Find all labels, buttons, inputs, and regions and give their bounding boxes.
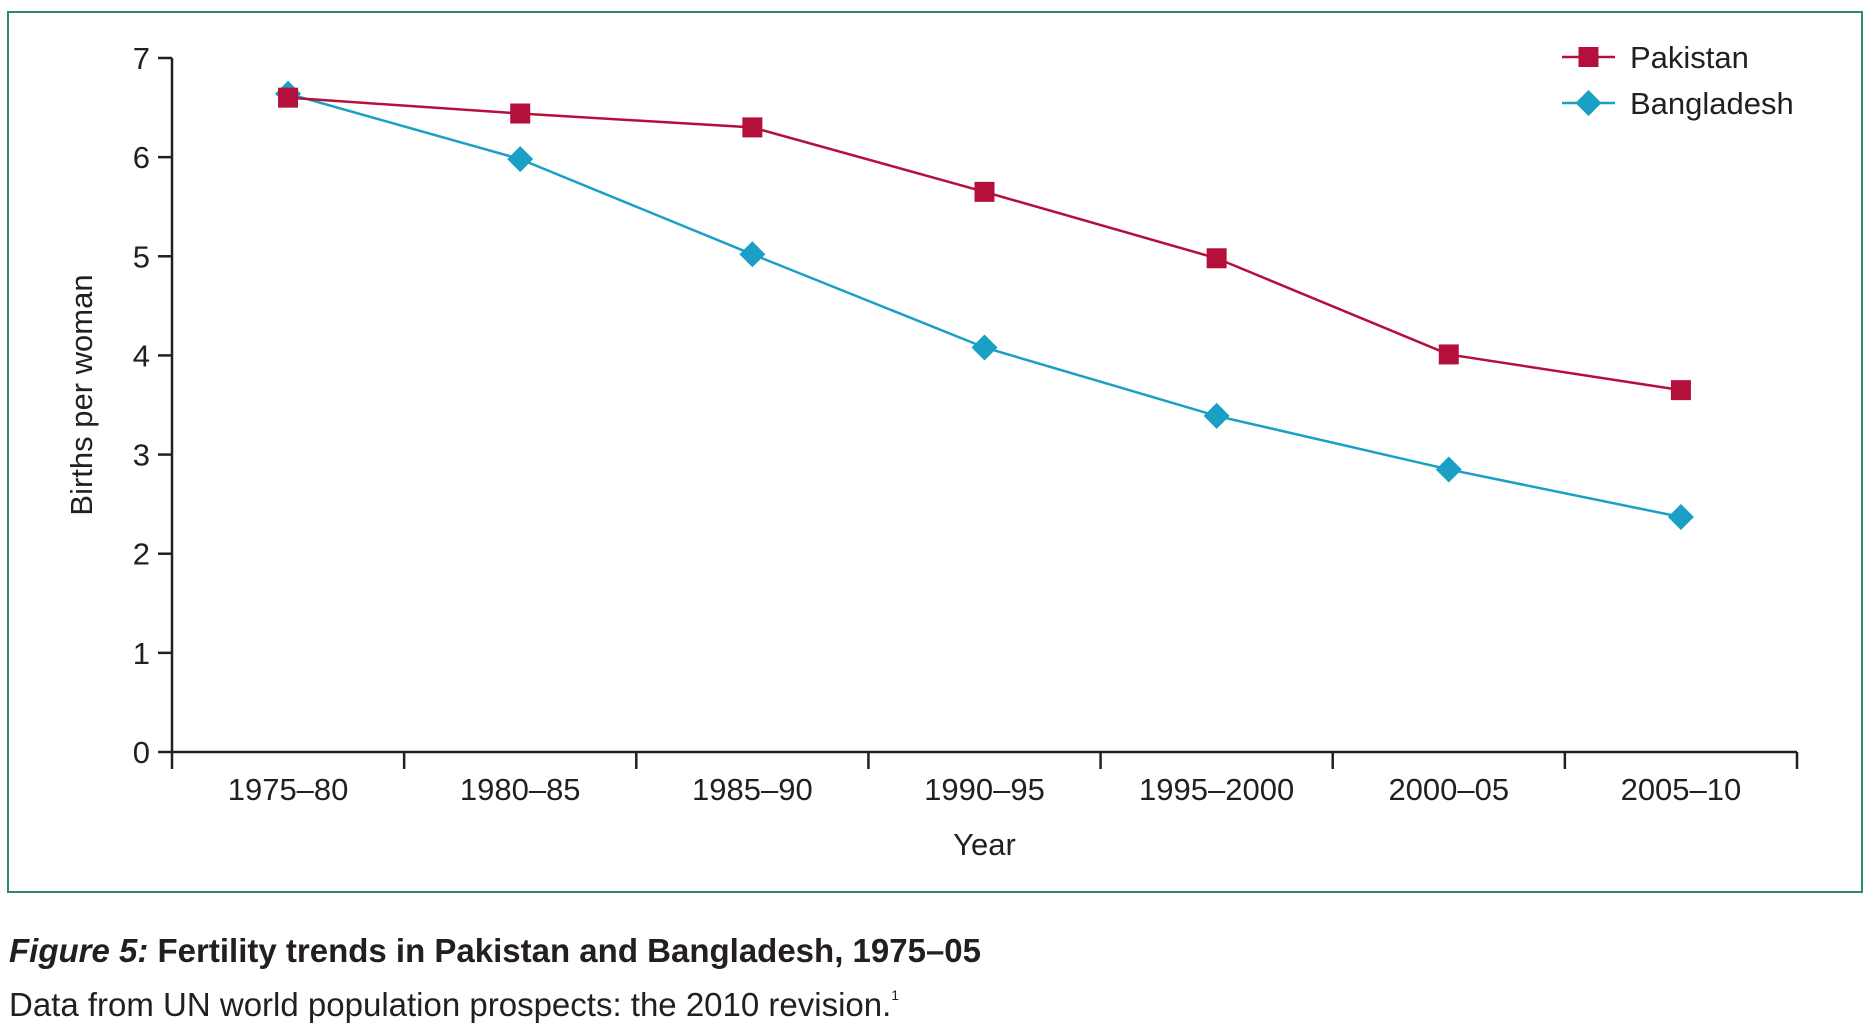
bangladesh-point [1203, 402, 1230, 429]
bangladesh-point [1667, 504, 1694, 531]
line-chart: 0 1 2 3 4 5 6 7 1975–80 1980–85 1985–90 1990–95 1995… [64, 40, 1799, 862]
x-tick-label: 1980–85 [460, 772, 581, 807]
y-tick-label: 6 [133, 140, 150, 175]
pakistan-point [742, 117, 763, 138]
y-axis-label: Births per woman [64, 274, 99, 515]
bangladesh-point [1435, 456, 1462, 483]
bangladesh-point [971, 334, 998, 361]
x-tick-label: 2000–05 [1388, 772, 1509, 807]
bangladesh-point [739, 241, 766, 268]
legend-label-bangladesh: Bangladesh [1630, 86, 1794, 121]
series-line-bangladesh [287, 92, 1682, 519]
legend-marker-pakistan [1578, 47, 1599, 67]
source-text: Data from UN world population prospects:… [9, 986, 892, 1023]
x-axis-label: Year [953, 827, 1016, 862]
figure-frame [7, 11, 1863, 893]
y-tick-label: 5 [133, 239, 150, 274]
figure-label: Figure 5: [9, 932, 149, 969]
pakistan-point [278, 87, 299, 108]
x-tick-label: 1995–2000 [1139, 772, 1294, 807]
source-note: Data from UN world population prospects:… [9, 988, 899, 1021]
legend-marker-bangladesh [1575, 90, 1602, 116]
pakistan-point [510, 103, 531, 124]
pakistan-point [974, 181, 995, 202]
chart-markers [275, 80, 1694, 531]
y-tick-label: 1 [133, 636, 150, 671]
x-tick-label: 1975–80 [228, 772, 349, 807]
bangladesh-point [507, 146, 534, 173]
pakistan-point [1670, 380, 1691, 401]
chart-axes: 0 1 2 3 4 5 6 7 1975–80 1980–85 1985–90 1990–95 1995… [64, 41, 1799, 862]
chart-series-lines [287, 92, 1682, 519]
x-tick-label: 2005–10 [1621, 772, 1742, 807]
chart-legend: Pakistan Bangladesh [1562, 40, 1794, 121]
figure-caption: Figure 5: Fertility trends in Pakistan a… [9, 934, 981, 967]
y-tick-label: 4 [133, 338, 150, 373]
pakistan-point [1438, 344, 1459, 365]
y-tick-label: 3 [133, 438, 150, 473]
figure-title: Fertility trends in Pakistan and Banglad… [148, 932, 981, 969]
pakistan-point [1206, 248, 1227, 269]
y-tick-label: 0 [133, 735, 150, 770]
y-tick-label: 2 [133, 537, 150, 572]
legend-label-pakistan: Pakistan [1630, 40, 1749, 75]
x-tick-label: 1990–95 [924, 772, 1045, 807]
x-tick-label: 1985–90 [692, 772, 813, 807]
y-tick-label: 7 [133, 41, 150, 76]
reference-number: 1 [891, 987, 900, 1003]
